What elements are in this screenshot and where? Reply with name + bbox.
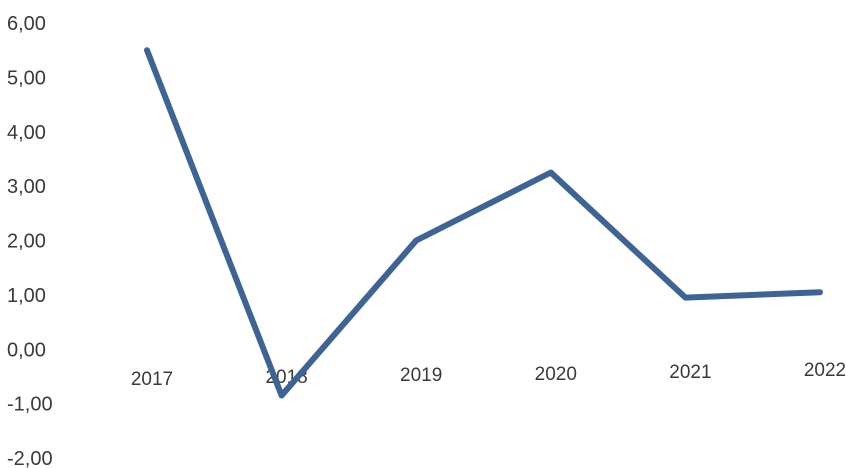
y-tick-label: 1,00 <box>7 285 46 307</box>
series-line <box>144 47 823 399</box>
y-tick-label: 3,00 <box>7 176 46 198</box>
x-tick-label: 2022 <box>804 360 846 381</box>
y-tick-label: 5,00 <box>7 67 46 89</box>
x-tick-label: 2017 <box>131 369 173 390</box>
x-tick-label: 2021 <box>669 362 711 383</box>
y-tick-label: 2,00 <box>7 231 46 253</box>
y-tick-label: -2,00 <box>7 448 53 468</box>
y-tick-label: 4,00 <box>7 122 46 144</box>
x-tick-label: 2020 <box>535 364 577 385</box>
series-group <box>144 47 823 399</box>
x-axis: 2017 2018 2019 2020 2021 2022 <box>131 360 846 390</box>
y-tick-label: 6,00 <box>7 13 46 35</box>
y-axis: 6,00 5,00 4,00 3,00 2,00 1,00 0,00 -1,00 -2,00 <box>7 13 53 468</box>
y-tick-label: -1,00 <box>7 394 53 416</box>
x-tick-label: 2019 <box>400 365 442 386</box>
y-tick-label: 0,00 <box>7 339 46 361</box>
